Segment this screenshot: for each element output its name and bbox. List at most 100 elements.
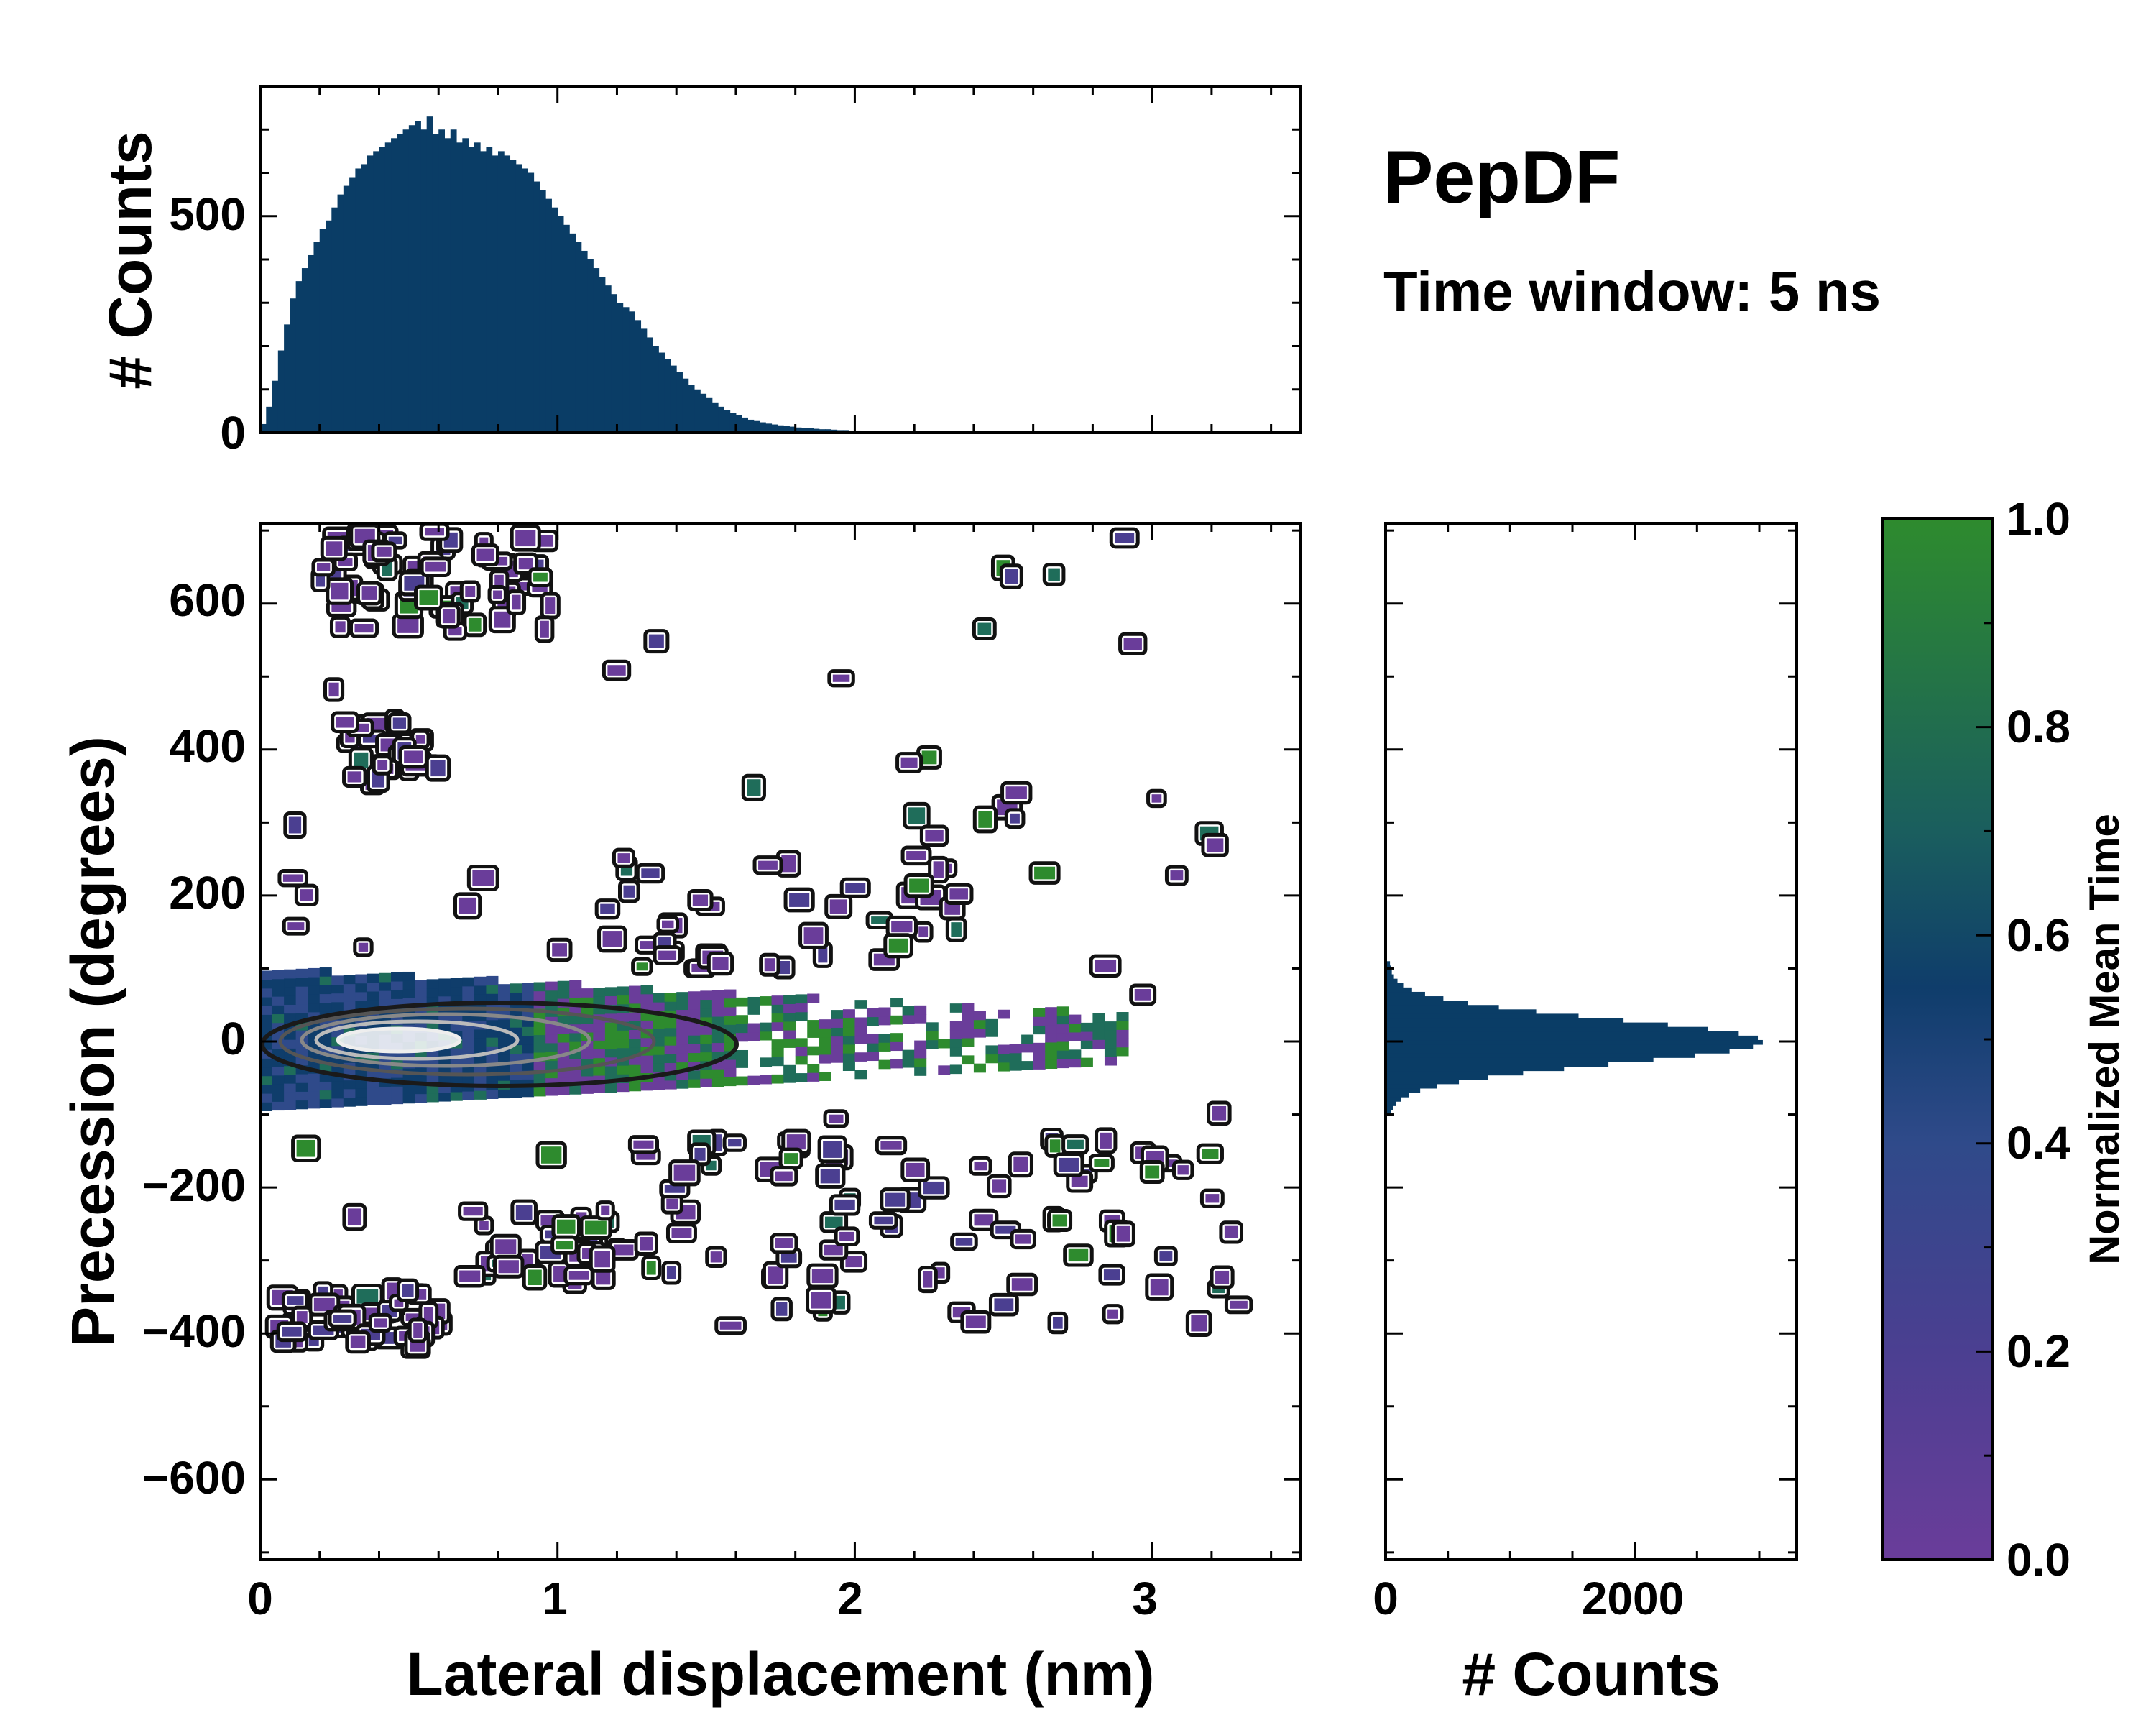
top-hist-bar: [426, 116, 433, 433]
heatmap-cell: [379, 1087, 392, 1096]
heatmap-cell: [336, 717, 354, 728]
heatmap-cell: [522, 991, 535, 1001]
heatmap-cell: [474, 985, 487, 995]
heatmap-cell: [1056, 1059, 1069, 1069]
heatmap-cell: [557, 1042, 570, 1052]
heatmap-cell: [581, 1006, 594, 1016]
heatmap-cell: [1215, 1270, 1230, 1284]
right-histogram: 0 2000 # Counts: [1373, 522, 1798, 1708]
top-hist-bar: [326, 220, 332, 433]
heatmap-cell: [533, 1061, 546, 1070]
heatmap-cell: [319, 1098, 332, 1108]
heatmap-cell: [786, 1134, 806, 1150]
heatmap-cell: [842, 1009, 855, 1018]
heatmap-cell: [973, 1028, 986, 1038]
heatmap-cell: [1068, 1248, 1089, 1262]
heatmap-cell: [664, 1080, 677, 1090]
heatmap-cell: [355, 1097, 368, 1106]
heatmap-cell: [391, 990, 404, 999]
heatmap-cell: [735, 1015, 748, 1024]
heatmap-cell: [854, 1052, 867, 1062]
heatmap-cell: [260, 979, 273, 989]
heatmap-cell: [906, 851, 926, 860]
heatmap-cell: [807, 1063, 820, 1073]
heatmap-cell: [343, 1080, 356, 1090]
heatmap-cell: [747, 1023, 760, 1033]
heatmap-cell: [1162, 1159, 1177, 1167]
heatmap-cell: [604, 1065, 617, 1075]
heatmap-cell: [688, 1044, 701, 1054]
heatmap-cell: [331, 1098, 344, 1108]
heatmap-cell: [1052, 1214, 1067, 1227]
heatmap-cell: [351, 723, 369, 732]
top-hist-bar: [504, 155, 511, 433]
heatmap-cell: [1009, 1052, 1022, 1062]
heatmap-cell: [515, 1205, 533, 1220]
heatmap-cell: [308, 977, 321, 986]
heatmap-cell: [604, 1083, 617, 1093]
heatmap-cell: [1202, 1149, 1219, 1159]
heatmap-cell: [1104, 1047, 1117, 1057]
heatmap-cell: [331, 984, 344, 994]
heatmap-cell: [664, 1184, 685, 1193]
heatmap-cell: [569, 1032, 582, 1042]
heatmap-cell: [545, 597, 556, 615]
heatmap-cell: [807, 1020, 820, 1029]
heatmap-cell: [842, 1026, 855, 1036]
heatmap-cell: [1123, 638, 1142, 650]
heatmap-cell: [260, 1093, 273, 1103]
heatmap-cell: [923, 1271, 933, 1288]
heatmap-cell: [949, 888, 968, 900]
heatmap-cell: [498, 1260, 519, 1274]
heatmap-cell: [354, 752, 369, 769]
heatmap-cell: [391, 1095, 404, 1105]
heatmap-cell: [510, 1088, 522, 1098]
top-hist-bar: [557, 216, 564, 433]
right-hist-bar: [1386, 1087, 1421, 1093]
heatmap-cell: [350, 1335, 366, 1348]
right-hist-bar: [1386, 1044, 1754, 1049]
heatmap-cell: [450, 1091, 463, 1101]
heatmap-cell: [604, 1031, 617, 1040]
heatmap-cell: [640, 985, 653, 995]
heatmap-cell: [593, 1040, 606, 1050]
top-hist-bar: [640, 328, 648, 433]
heatmap-cell: [425, 561, 446, 572]
heatmap-cell: [835, 1295, 845, 1310]
top-hist-bar: [384, 142, 392, 433]
heatmap-cell: [617, 1030, 630, 1040]
heatmap-cell: [594, 1251, 610, 1268]
heatmap-cell: [617, 1012, 630, 1022]
heatmap-cell: [355, 974, 368, 984]
heatmap-cell: [923, 1181, 945, 1195]
top-hist-bar: [522, 168, 528, 433]
heatmap-cell: [1049, 1139, 1061, 1153]
heatmap-cell: [640, 1236, 653, 1251]
top-hist-bar: [545, 198, 552, 433]
heatmap-cell: [335, 621, 346, 633]
heatmap-cell: [1150, 1279, 1169, 1296]
right-hist-bar: [1386, 1053, 1695, 1058]
heatmap-cell: [328, 682, 339, 697]
heatmap-cell: [545, 1025, 558, 1035]
heatmap-cell: [998, 1009, 1010, 1019]
top-hist-bar: [700, 393, 707, 433]
top-hist-bar: [760, 422, 766, 433]
heatmap-cell: [308, 985, 321, 995]
heatmap-cell: [319, 967, 332, 977]
heatmap-cell: [1033, 1025, 1046, 1035]
heatmap-cell: [724, 1016, 737, 1025]
heatmap-cell: [724, 1059, 737, 1069]
heatmap-cell: [463, 1206, 483, 1216]
heatmap-cell: [1045, 1016, 1058, 1026]
heatmap-cell: [866, 1034, 880, 1044]
top-hist-bar: [492, 155, 499, 433]
heatmap-cell: [735, 1032, 748, 1042]
heatmap-cell: [783, 1030, 796, 1039]
top-hist-bar: [711, 402, 719, 433]
heatmap-cell: [354, 624, 374, 633]
heatmap-cell: [658, 950, 677, 960]
heatmap-cell: [486, 1029, 499, 1038]
top-hist-bar: [456, 142, 463, 433]
heatmap-cell: [789, 893, 810, 907]
